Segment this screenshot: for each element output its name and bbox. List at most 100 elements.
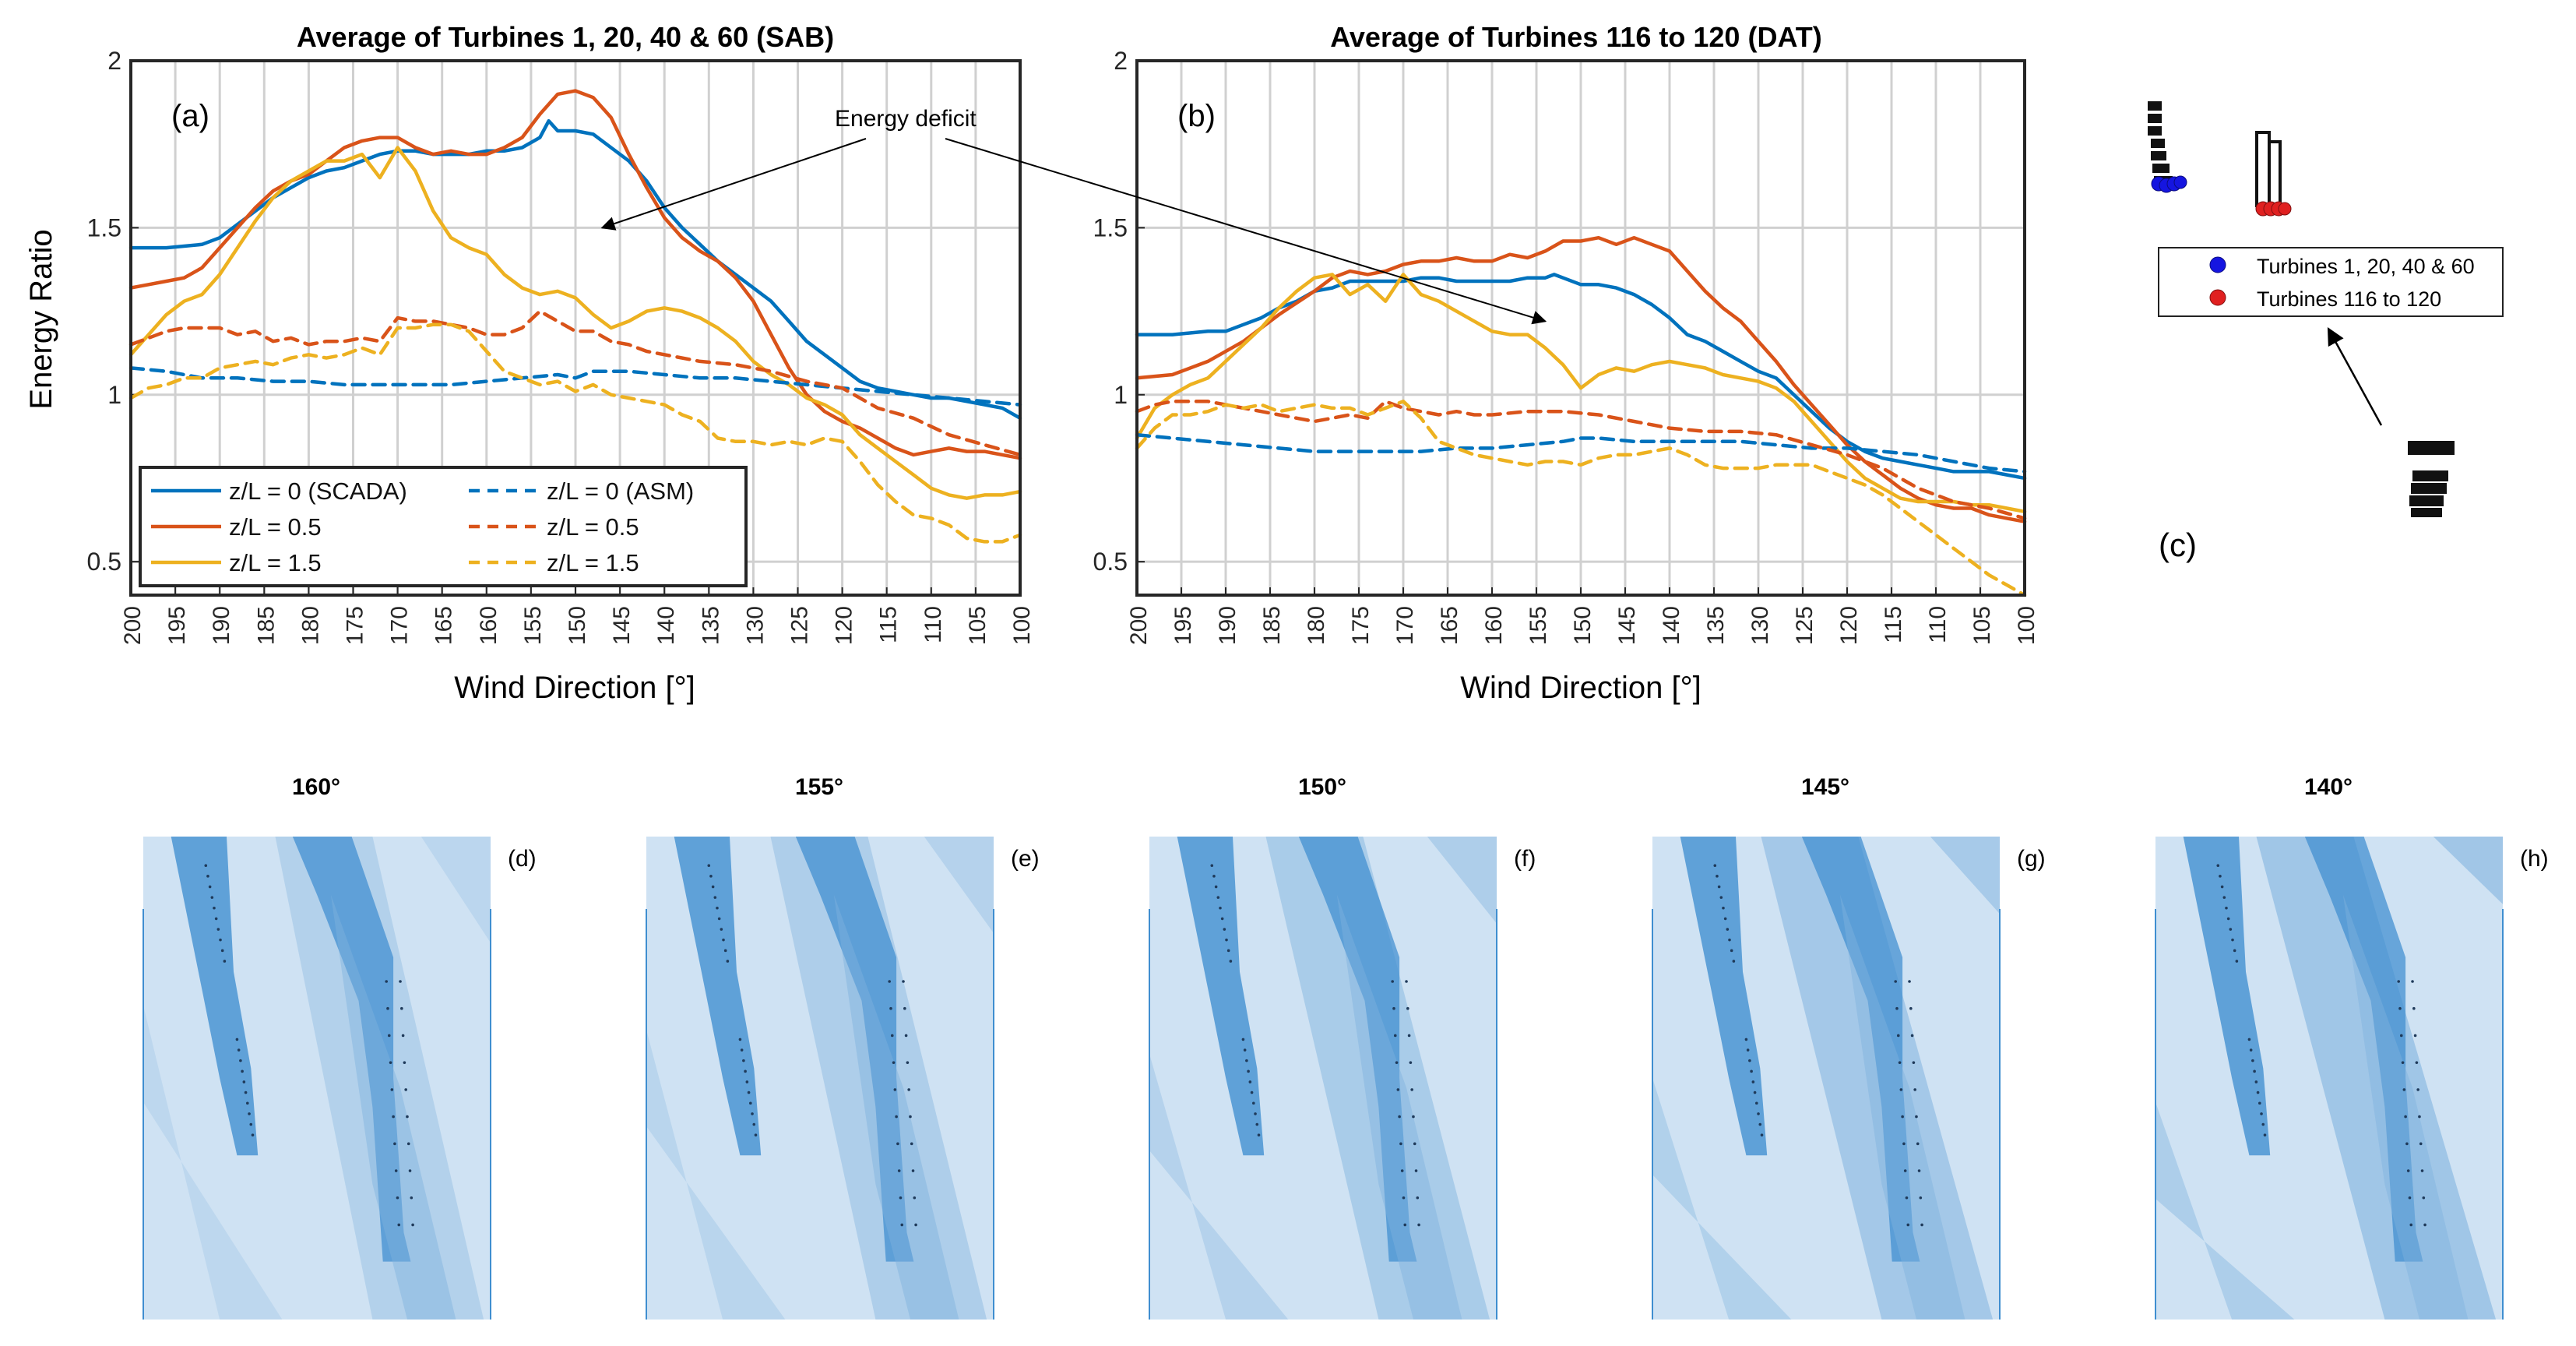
- turbine-dot: [1248, 1080, 1252, 1083]
- turbine-dot: [1722, 906, 1725, 910]
- turbine-dot: [1750, 1069, 1753, 1073]
- turbine-dot: [204, 864, 208, 867]
- wake-field: [646, 837, 994, 1320]
- turbine-dot: [1744, 1038, 1748, 1041]
- wake-panel: 160° (d): [143, 774, 537, 1320]
- turbine-dot: [1416, 1196, 1420, 1200]
- energy-deficit-annotation: Energy deficit: [835, 106, 977, 132]
- x-tick-label: 200: [120, 606, 146, 645]
- turbine-dot: [1241, 1038, 1245, 1041]
- turbine-dot: [400, 1006, 403, 1010]
- turbine-dot: [1723, 917, 1727, 921]
- turbine-dot: [239, 1059, 242, 1062]
- turbine-dot: [1214, 885, 1218, 889]
- turbine-dot: [1220, 917, 1224, 921]
- wake-band: [421, 837, 491, 943]
- turbine-dot: [411, 1223, 414, 1227]
- turbine-dot: [387, 1034, 391, 1038]
- series-line: [128, 366, 1022, 407]
- series-line: [128, 118, 1022, 421]
- energy-deficit-arrow-a: [600, 138, 867, 231]
- turbine-dot: [396, 1196, 399, 1200]
- turbine-dot: [1395, 1061, 1399, 1064]
- turbine-dot: [386, 1006, 389, 1010]
- turbine-dot: [2256, 1091, 2260, 1094]
- turbine-dot: [726, 960, 730, 963]
- turbine-marker: [2278, 202, 2292, 216]
- panel-label: (a): [171, 99, 209, 133]
- wake-band: [1761, 837, 1994, 1320]
- legend-box: [139, 466, 748, 587]
- series-line: [1135, 400, 2027, 597]
- turbine-dot: [385, 980, 389, 983]
- turbine-dot: [2247, 1038, 2251, 1041]
- turbine-dot: [392, 1115, 395, 1119]
- turbine-marker: [2173, 175, 2187, 189]
- x-tick-label: 200: [1126, 606, 1152, 645]
- x-tick-label: 170: [1392, 606, 1418, 645]
- annotation-arrows: [600, 138, 1547, 325]
- x-tick-label: 130: [1747, 606, 1773, 645]
- turbine-cluster-west: [2148, 101, 2173, 185]
- turbine-dot: [1409, 1061, 1413, 1064]
- turbine-dot: [2397, 980, 2400, 983]
- turbine-cluster-east: [2255, 131, 2282, 207]
- turbine-dot: [1902, 1142, 1906, 1146]
- wake-field: [143, 837, 491, 1320]
- wake-panel: 145° (g): [1652, 774, 2046, 1320]
- turbine-dot: [1402, 1196, 1406, 1200]
- x-tick-label: 185: [1259, 606, 1285, 645]
- turbine-dot: [2402, 1088, 2406, 1091]
- wake-panel-title: 155°: [795, 774, 843, 800]
- wake-panel-label: (e): [1011, 846, 1040, 872]
- x-tick-label: 175: [1348, 606, 1374, 645]
- wake-east-farm: [1801, 837, 1920, 1262]
- turbine-dot: [897, 1169, 901, 1172]
- turbine-dot: [1219, 906, 1222, 910]
- turbine-dot: [1229, 960, 1233, 963]
- turbine-dot: [906, 1061, 910, 1064]
- turbine-dot: [2405, 1142, 2409, 1146]
- turbine-dot: [738, 1038, 742, 1041]
- series-line: [128, 322, 1022, 544]
- x-tick-label: 155: [1526, 606, 1551, 645]
- x-tick-label: 190: [209, 606, 234, 645]
- legend-entry: Turbines 116 to 120: [2257, 287, 2441, 311]
- wake-east-farm: [1298, 837, 1417, 1262]
- x-tick-label: 175: [343, 606, 368, 645]
- series-line: [128, 89, 1022, 460]
- turbine-dot: [2419, 1142, 2423, 1146]
- wake-band: [646, 1030, 786, 1320]
- x-tick-label: 165: [1437, 606, 1462, 645]
- y-tick-label: 0.5: [87, 548, 121, 576]
- turbine-dot: [1403, 1223, 1407, 1227]
- turbine-dot: [1919, 1196, 1923, 1200]
- wake-panel-title: 160°: [292, 774, 340, 800]
- turbine-dot: [1751, 1080, 1755, 1083]
- turbine-dot: [2233, 949, 2236, 953]
- wake-band: [1336, 894, 1462, 1320]
- series-line: [1135, 235, 2027, 523]
- turbine-dot: [1392, 1006, 1395, 1010]
- turbine-dot: [889, 1006, 892, 1010]
- y-axis-label: Energy Ratio: [24, 229, 58, 409]
- turbine-dot: [2261, 1122, 2265, 1126]
- x-tick-label: 145: [1614, 606, 1640, 645]
- turbine-dot: [1899, 1088, 1903, 1091]
- legend: z/L = 0 (SCADA) z/L = 0 (ASM) z/L = 0.5 z/L…: [139, 466, 748, 587]
- turbine-dot: [914, 1223, 917, 1227]
- turbine-dot: [1212, 875, 1216, 878]
- chart-panel-b: Average of Turbines 116 to 120 (DAT) 200…: [1093, 21, 2039, 705]
- legend-marker-group1: [2209, 256, 2226, 273]
- turbine-dot: [2219, 875, 2222, 878]
- x-tick-label: 105: [965, 606, 991, 645]
- turbine-dot: [2222, 896, 2226, 899]
- wake-west-farm: [143, 837, 259, 1156]
- series-line: [1135, 432, 2027, 474]
- wake-panel-label: (g): [2017, 846, 2046, 872]
- chart-title: Average of Turbines 116 to 120 (DAT): [1330, 21, 1822, 53]
- turbine-dot: [1713, 864, 1717, 867]
- turbine-dot: [393, 1142, 396, 1146]
- turbine-dot: [390, 1088, 394, 1091]
